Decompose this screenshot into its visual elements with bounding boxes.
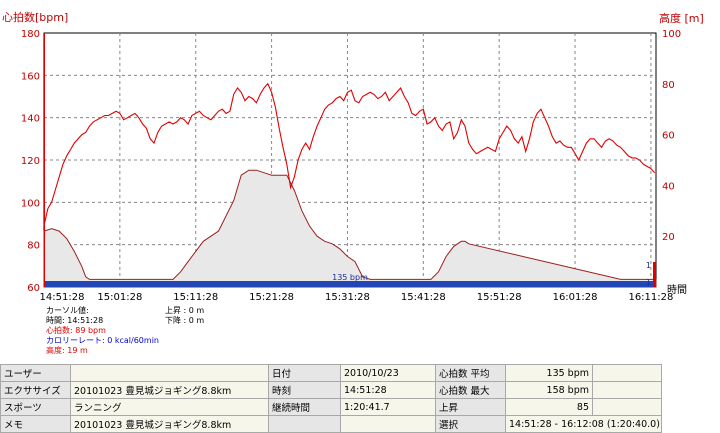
x-axis-tick-label: 15:31:28 — [325, 292, 370, 303]
x-axis-tick-label: 15:51:28 — [477, 292, 522, 303]
x-axis-ticks: 14:51:28 15:01:28 15:11:28 15:21:28 15:31:28… — [40, 292, 674, 303]
right-axis-tick-label: 80 — [662, 80, 675, 91]
blank-cell — [268, 415, 341, 433]
hr-average-label: 心拍数 平均 — [435, 364, 506, 382]
x-axis-title: 時間 — [667, 284, 687, 296]
x-axis-tick-label: 15:41:28 — [401, 292, 446, 303]
memo-label: メモ — [0, 415, 71, 433]
hr-max-label: 心拍数 最大 — [435, 381, 506, 399]
blank-cell — [592, 364, 662, 382]
cursor-info-header: カーソル値: — [46, 306, 89, 315]
x-axis-tick-label: 16:01:28 — [553, 292, 598, 303]
cursor-info-panel: カーソル値: 時間: 14:51:28 心拍数: 89 bpm カロリーレート:… — [46, 306, 159, 356]
right-axis-tick-label: 20 — [662, 232, 675, 243]
selection-label: 選択 — [435, 415, 506, 433]
grid-lines — [44, 33, 656, 287]
left-axis-title: 心拍数[bpm] — [2, 10, 68, 24]
left-axis-tick-label: 60 — [27, 283, 40, 294]
sport-value: ランニング — [70, 398, 269, 416]
right-axis-tick-label: 60 — [662, 131, 675, 142]
cursor-info-calorie-rate: カロリーレート: 0 kcal/60min — [46, 336, 159, 345]
end-marker-label-2: 1 — [646, 278, 651, 287]
table-row: エクササイズ 20101023 豊見城ジョギング8.8km 時刻 14:51:2… — [0, 381, 662, 399]
blank-cell — [592, 398, 662, 416]
left-axis-tick-label: 140 — [21, 114, 40, 125]
descent-value: 下降 : 0 m — [165, 316, 205, 325]
date-value: 2010/10/23 — [340, 364, 436, 382]
summary-table: ユーザー 日付 2010/10/23 心拍数 平均 135 bpm エクササイズ… — [0, 364, 662, 433]
blank-cell — [592, 381, 662, 399]
table-row: メモ 20101023 豊見城ジョギング8.8km 選択 14:51:28 - … — [0, 415, 662, 433]
left-axis-tick-label: 80 — [27, 241, 40, 252]
heart-rate-chart[interactable]: 135 bpm 1 1 60 80 100 120 140 160 180 20 40 60 80… — [0, 0, 720, 304]
cursor-info-heart-rate: 心拍数: 89 bpm — [46, 326, 106, 335]
x-axis-tick-label: 14:51:28 — [40, 292, 85, 303]
left-axis-tick-label: 160 — [21, 71, 40, 82]
selection-value: 14:51:28 - 16:12:08 (1:20:40.0) — [505, 415, 662, 433]
blank-cell — [340, 415, 436, 433]
right-axis-title: 高度 [m] — [659, 11, 704, 25]
table-row: スポーツ ランニング 継続時間 1:20:41.7 上昇 85 — [0, 398, 662, 416]
x-axis-tick-label: 15:21:28 — [249, 292, 294, 303]
x-axis-tick-label: 15:01:28 — [97, 292, 142, 303]
altitude-change-panel: 上昇 : 0 m 下降 : 0 m — [165, 306, 204, 326]
duration-value: 1:20:41.7 — [340, 398, 436, 416]
time-label: 時刻 — [268, 381, 341, 399]
altitude-area — [43, 169, 657, 288]
user-label: ユーザー — [0, 364, 71, 382]
exercise-label: エクササイズ — [0, 381, 71, 399]
right-axis-tick-label: 40 — [662, 181, 675, 192]
average-hr-band — [44, 281, 656, 287]
user-value — [70, 364, 269, 382]
left-axis-tick-label: 100 — [21, 198, 40, 209]
exercise-value: 20101023 豊見城ジョギング8.8km — [70, 381, 269, 399]
date-label: 日付 — [268, 364, 341, 382]
x-axis-tick-label: 16:11:28 — [628, 292, 673, 303]
memo-value: 20101023 豊見城ジョギング8.8km — [70, 415, 269, 433]
sport-label: スポーツ — [0, 398, 71, 416]
x-axis-tick-label: 15:11:28 — [173, 292, 218, 303]
cursor-info-time: 時間: 14:51:28 — [46, 316, 104, 325]
right-axis-tick-label: 100 — [662, 29, 681, 40]
hr-max-value: 158 bpm — [505, 381, 593, 399]
average-hr-label: 135 bpm — [332, 273, 368, 282]
selection-end-marker — [653, 262, 656, 287]
right-axis-ticks: 20 40 60 80 100 — [662, 29, 681, 243]
ascent-total-value: 85 — [505, 398, 593, 416]
left-axis-ticks: 60 80 100 120 140 160 180 — [21, 29, 40, 294]
ascent-value: 上昇 : 0 m — [165, 306, 205, 315]
left-axis-tick-label: 120 — [21, 156, 40, 167]
heart-rate-line — [43, 82, 656, 226]
time-value: 14:51:28 — [340, 381, 436, 399]
ascent-label: 上昇 — [435, 398, 506, 416]
duration-label: 継続時間 — [268, 398, 341, 416]
table-row: ユーザー 日付 2010/10/23 心拍数 平均 135 bpm — [0, 364, 662, 382]
cursor-info-altitude: 高度: 19 m — [46, 346, 88, 355]
hr-average-value: 135 bpm — [505, 364, 593, 382]
end-marker-label-1: 1 — [646, 261, 651, 270]
left-axis-tick-label: 180 — [21, 29, 40, 40]
